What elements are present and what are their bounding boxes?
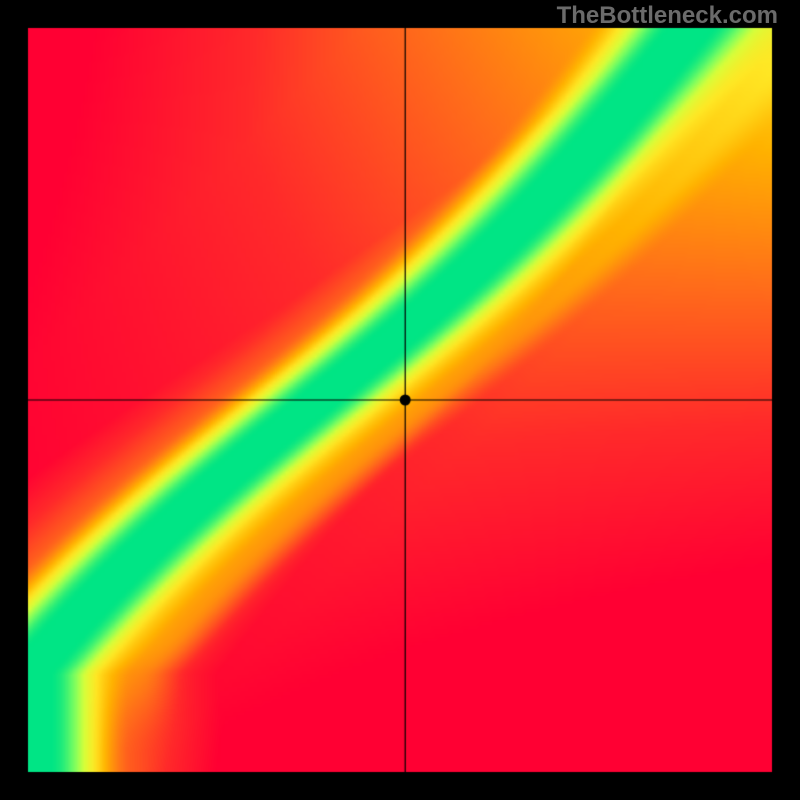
watermark-text: TheBottleneck.com bbox=[557, 2, 778, 30]
bottleneck-heatmap bbox=[0, 0, 800, 800]
chart-container: TheBottleneck.com bbox=[0, 0, 800, 800]
